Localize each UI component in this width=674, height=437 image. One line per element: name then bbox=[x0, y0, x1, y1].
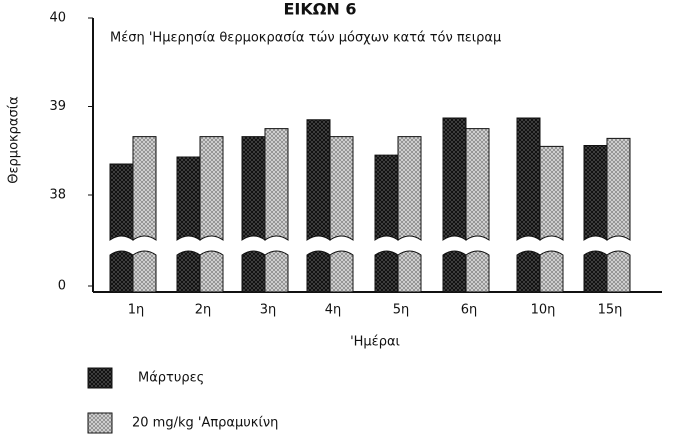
y-tick-label: 39 bbox=[49, 99, 66, 114]
bar bbox=[465, 128, 490, 241]
chart-subtitle: Μέση 'Ημερησία θερμοκρασία τών μόσχων κα… bbox=[110, 31, 501, 46]
x-axis-label: 'Ημέραι bbox=[350, 335, 400, 350]
bar-stub bbox=[374, 250, 399, 293]
bar-stub bbox=[465, 250, 490, 293]
bar-stub bbox=[306, 250, 331, 293]
bar bbox=[329, 136, 354, 241]
x-tick-label: 3η bbox=[260, 303, 277, 318]
bar-stub bbox=[583, 250, 608, 293]
y-axis-label: Θερμοκρασία bbox=[7, 96, 22, 183]
bar bbox=[442, 117, 467, 241]
x-tick-label: 5η bbox=[393, 303, 410, 318]
bar bbox=[176, 156, 201, 241]
legend-swatch bbox=[87, 367, 113, 389]
bar bbox=[241, 136, 266, 241]
bar bbox=[199, 136, 224, 241]
legend-swatch bbox=[87, 412, 113, 434]
x-tick-label: 10η bbox=[531, 303, 556, 318]
x-tick-label: 2η bbox=[195, 303, 212, 318]
bar bbox=[583, 144, 608, 241]
bar-stub bbox=[264, 250, 289, 293]
x-tick-label: 6η bbox=[461, 303, 478, 318]
bar-stub bbox=[199, 250, 224, 293]
bar-stub bbox=[606, 250, 631, 293]
x-tick-label: 1η bbox=[128, 303, 145, 318]
bar bbox=[109, 163, 134, 241]
bar bbox=[516, 117, 541, 241]
bar-stub bbox=[539, 250, 564, 293]
bar bbox=[374, 154, 399, 241]
bar bbox=[264, 128, 289, 241]
y-tick-label: 0 bbox=[58, 279, 66, 294]
bar bbox=[306, 119, 331, 241]
bar bbox=[397, 136, 422, 241]
bar bbox=[539, 145, 564, 241]
chart-title: ΕΙΚΩΝ 6 bbox=[284, 0, 357, 19]
bar-stub bbox=[132, 250, 157, 293]
bar-stub bbox=[109, 250, 134, 293]
y-tick-label: 40 bbox=[49, 11, 66, 26]
bar-stub bbox=[176, 250, 201, 293]
bar-stub bbox=[516, 250, 541, 293]
x-tick-label: 4η bbox=[325, 303, 342, 318]
bar-stub bbox=[241, 250, 266, 293]
y-tick-label: 38 bbox=[49, 188, 66, 203]
bar-stub bbox=[329, 250, 354, 293]
bar-stub bbox=[442, 250, 467, 293]
bar-stub bbox=[397, 250, 422, 293]
bar bbox=[132, 136, 157, 241]
legend-label: Μάρτυρες bbox=[138, 371, 204, 386]
bar bbox=[606, 137, 631, 241]
legend-label: 20 mg/kg 'Απραμυκίνη bbox=[132, 416, 278, 431]
x-tick-label: 15η bbox=[598, 303, 623, 318]
